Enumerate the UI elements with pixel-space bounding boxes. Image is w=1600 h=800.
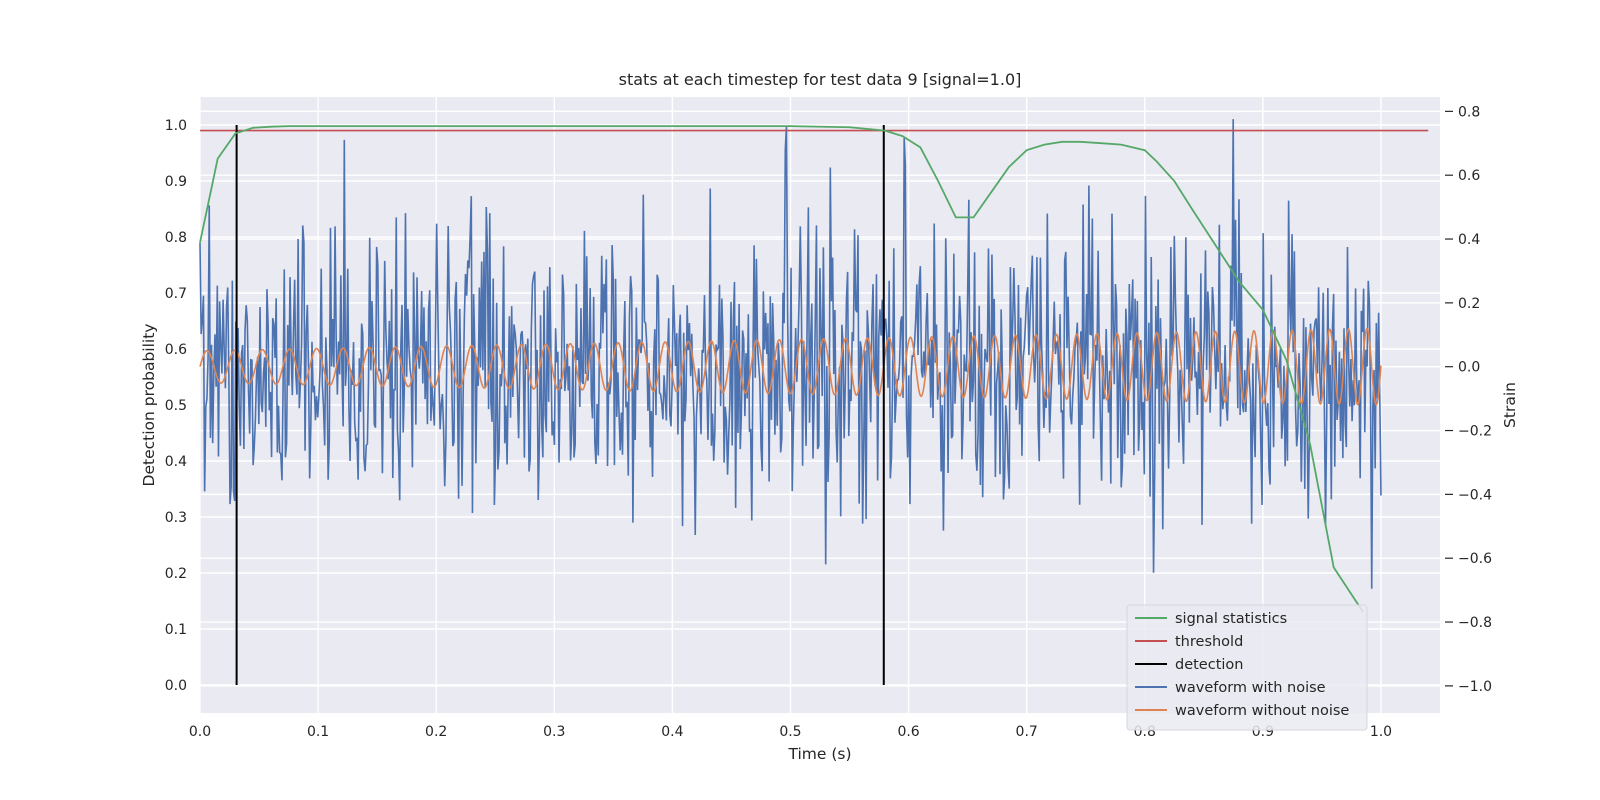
x-tick-label: 0.3	[543, 724, 565, 740]
y-right-tick-label: 0.4	[1458, 232, 1480, 248]
legend-label: signal statistics	[1175, 611, 1287, 627]
y-left-tick-label: 0.2	[165, 566, 187, 582]
series-waveform-without-noise	[199, 327, 1382, 406]
y-right-tick-label: 0.8	[1458, 104, 1480, 120]
axes: 0.0 0.1 0.2 0.3 0.4 0.5 0.6 0.7 0.8 0.9 1.0 0.0 0.1 0…	[165, 104, 1492, 740]
legend-label: waveform with noise	[1175, 680, 1326, 696]
y-right-tick-label: −1.0	[1458, 679, 1492, 695]
legend-label: waveform without noise	[1175, 703, 1349, 719]
y-left-tick-label: 0.6	[165, 342, 187, 358]
legend-box	[1126, 604, 1368, 731]
y-right-tick-label: 0.6	[1458, 168, 1480, 184]
x-axis-title: Time (s)	[787, 745, 851, 763]
x-tick-label: 1.0	[1370, 724, 1392, 740]
legend-label: threshold	[1175, 634, 1243, 650]
x-tick-label: 0.1	[307, 724, 329, 740]
legend-label: detection	[1175, 657, 1243, 673]
series-waveform-with-noise	[199, 119, 1382, 589]
legend: signal statistics threshold detection wavef…	[1126, 604, 1368, 731]
y-left-tick-label: 0.5	[165, 398, 187, 414]
chart-title: stats at each timestep for test data 9 […	[619, 70, 1022, 89]
x-tick-label: 0.4	[661, 724, 683, 740]
y-right-tick-label: −0.8	[1458, 615, 1492, 631]
y-left-tick-label: 0.3	[165, 510, 187, 526]
x-tick-label: 0.2	[425, 724, 447, 740]
y-right-tick-label: −0.2	[1458, 424, 1492, 440]
y-left-tick-label: 0.4	[165, 454, 187, 470]
x-tick-label: 0.5	[779, 724, 801, 740]
y-left-tick-label: 0.1	[165, 622, 187, 638]
y-axis-right-title: Strain	[1501, 382, 1519, 428]
y-right-tick-label: −0.4	[1458, 487, 1492, 503]
x-tick-label: 0.7	[1016, 724, 1038, 740]
y-right-tick-label: 0.0	[1458, 360, 1480, 376]
y-right-tick-label: −0.6	[1458, 551, 1492, 567]
y-left-tick-label: 0.9	[165, 174, 187, 190]
y-right-tick-label: 0.2	[1458, 296, 1480, 312]
y-left-tick-label: 1.0	[165, 118, 187, 134]
series-layer	[199, 119, 1429, 685]
y-left-tick-label: 0.7	[165, 286, 187, 302]
y-axis-left-title: Detection probability	[140, 324, 158, 487]
x-tick-label: 0.0	[189, 724, 211, 740]
y-left-tick-label: 0.0	[165, 678, 187, 694]
x-tick-label: 0.6	[897, 724, 919, 740]
y-left-tick-label: 0.8	[165, 230, 187, 246]
series-signal-statistics	[199, 125, 1364, 613]
